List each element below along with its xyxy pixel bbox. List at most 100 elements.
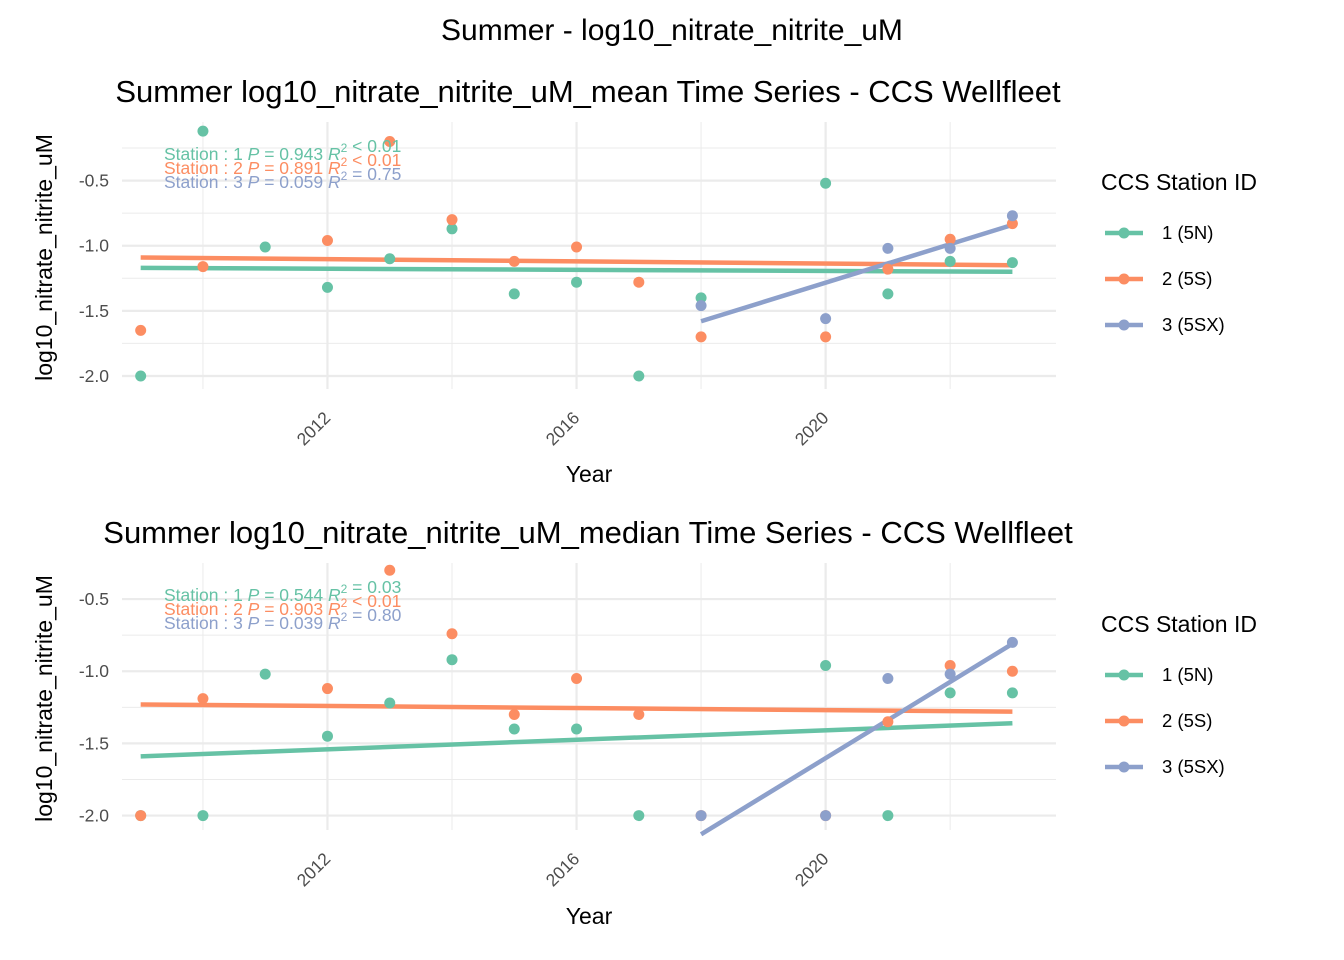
data-point-station-2	[384, 136, 396, 148]
data-point-station-2	[944, 659, 956, 671]
data-point-station-1	[820, 177, 832, 189]
stats-text-part: < 0.01	[347, 591, 401, 611]
trend-line-2	[140, 702, 1013, 714]
data-point-station-2	[446, 628, 458, 640]
stats-text-part: = 0.80	[347, 605, 401, 625]
chart-panel-1: Summer log10_nitrate_nitrite_uM_mean Tim…	[31, 74, 1257, 487]
data-point-station-2	[508, 255, 520, 267]
data-point-station-2	[508, 709, 520, 721]
legend-entry-2: 2 (5S)	[1162, 710, 1212, 731]
chart-title: Summer log10_nitrate_nitrite_uM_mean Tim…	[115, 74, 1061, 109]
y-tick-label: -1.0	[79, 661, 109, 681]
data-point-station-1	[944, 255, 956, 267]
stats-text-part: Station : 1	[164, 144, 248, 164]
stats-text-part: 2	[341, 610, 348, 624]
data-point-station-3	[1006, 636, 1018, 648]
stats-annotation-3: Station : 3 P = 0.039 R2 = 0.80	[164, 605, 402, 633]
stats-text-part: Station : 1	[164, 585, 248, 605]
legend-entry-3: 3 (5SX)	[1162, 314, 1225, 335]
legend-entry-1: 1 (5N)	[1162, 664, 1213, 685]
stats-text-part: 2	[341, 169, 348, 183]
legend-key-point-2	[1118, 715, 1130, 727]
data-point-station-2	[820, 331, 832, 343]
data-point-station-1	[321, 730, 333, 742]
y-tick-label: -2.0	[79, 806, 109, 826]
stats-text-part: < 0.01	[347, 136, 401, 156]
data-point-station-1	[259, 668, 271, 680]
stats-annotation-1: Station : 1 P = 0.943 R2 < 0.01	[164, 136, 401, 164]
data-point-station-1	[882, 810, 894, 822]
stats-text-part: R	[328, 613, 341, 633]
x-axis-label: Year	[566, 461, 613, 487]
data-point-station-2	[944, 233, 956, 245]
stats-text-part: P	[248, 172, 260, 192]
y-tick-label: -1.0	[79, 236, 109, 256]
stats-annotation-3: Station : 3 P = 0.059 R2 = 0.75	[164, 164, 401, 192]
trend-line-3	[699, 641, 1014, 837]
stats-text-part: 2	[341, 596, 348, 610]
data-point-station-1	[571, 276, 583, 288]
trend-line-3	[700, 222, 1014, 324]
data-point-station-2	[882, 716, 894, 728]
data-point-station-1	[508, 723, 520, 735]
data-point-station-2	[321, 235, 333, 247]
data-point-station-1	[321, 281, 333, 293]
y-tick-label: -1.5	[79, 733, 109, 753]
legend-entry-3: 3 (5SX)	[1162, 756, 1225, 777]
data-point-station-1	[1006, 687, 1018, 699]
data-point-station-2	[695, 331, 707, 343]
data-point-station-3	[695, 810, 707, 822]
stats-annotation-2: Station : 2 P = 0.891 R2 < 0.01	[164, 150, 401, 178]
y-tick-label: -0.5	[79, 171, 109, 191]
data-point-station-2	[384, 564, 396, 576]
data-point-station-1	[820, 659, 832, 671]
y-axis-label: log10_nitrate_nitrite_uM	[31, 575, 57, 822]
data-point-station-1	[695, 292, 707, 304]
stats-text-part: R	[328, 172, 341, 192]
legend-entry-2: 2 (5S)	[1162, 268, 1212, 289]
data-point-station-1	[944, 687, 956, 699]
data-point-station-1	[508, 288, 520, 300]
legend-key-point-3	[1118, 319, 1130, 331]
data-point-station-2	[135, 324, 147, 336]
stats-text-part: < 0.01	[347, 150, 401, 170]
stats-text-part: 2	[341, 141, 348, 155]
legend-key-point-2	[1118, 273, 1130, 285]
legend-title: CCS Station ID	[1101, 611, 1257, 637]
data-point-station-1	[135, 370, 147, 382]
stats-text-part: = 0.891	[259, 158, 328, 178]
chart-panel-2: Summer log10_nitrate_nitrite_uM_median T…	[31, 515, 1257, 929]
y-axis-label: log10_nitrate_nitrite_uM	[31, 134, 57, 381]
stats-text-part: 2	[341, 155, 348, 169]
stats-text-part: = 0.059	[259, 172, 328, 192]
stats-text-part: = 0.03	[347, 577, 401, 597]
data-point-station-1	[197, 810, 209, 822]
data-point-station-2	[1006, 218, 1018, 230]
data-point-station-3	[944, 242, 956, 254]
x-axis-label: Year	[566, 903, 613, 929]
stats-text-part: R	[328, 599, 341, 619]
legend: CCS Station ID 1 (5N) 2 (5S) 3 (5SX)	[1101, 611, 1257, 777]
stats-annotation-1: Station : 1 P = 0.544 R2 = 0.03	[164, 577, 401, 605]
data-point-station-1	[882, 288, 894, 300]
legend-key-point-1	[1118, 669, 1130, 681]
data-point-station-2	[135, 810, 147, 822]
trend-line-2	[140, 255, 1013, 268]
data-point-station-2	[1006, 665, 1018, 677]
data-point-station-2	[633, 276, 645, 288]
data-point-station-1	[633, 810, 645, 822]
stats-annotation-2: Station : 2 P = 0.903 R2 < 0.01	[164, 591, 401, 619]
data-point-station-3	[882, 242, 894, 254]
data-point-station-3	[820, 313, 832, 325]
data-point-station-2	[633, 709, 645, 721]
stats-text-part: P	[248, 599, 260, 619]
figure-title: Summer - log10_nitrate_nitrite_uM	[441, 14, 903, 47]
data-point-station-1	[571, 723, 583, 735]
data-point-station-2	[571, 672, 583, 684]
legend-title: CCS Station ID	[1101, 169, 1257, 195]
legend-entry-1: 1 (5N)	[1162, 222, 1213, 243]
data-point-station-1	[259, 241, 271, 253]
stats-text-part: P	[248, 144, 260, 164]
